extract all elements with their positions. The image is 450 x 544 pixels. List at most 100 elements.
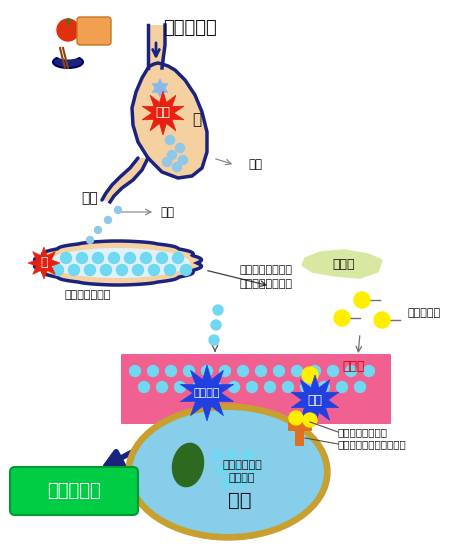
Circle shape [220, 366, 230, 376]
Ellipse shape [56, 51, 80, 59]
Polygon shape [302, 250, 382, 278]
Circle shape [60, 252, 72, 263]
Circle shape [247, 381, 257, 393]
Circle shape [374, 312, 390, 328]
Circle shape [166, 366, 176, 376]
Circle shape [117, 264, 127, 275]
Circle shape [162, 158, 171, 166]
FancyBboxPatch shape [288, 422, 312, 431]
Circle shape [334, 310, 350, 326]
Ellipse shape [46, 248, 190, 278]
Circle shape [94, 226, 102, 233]
Circle shape [292, 366, 302, 376]
Text: 正常血糖値: 正常血糖値 [47, 482, 101, 500]
Circle shape [148, 366, 158, 376]
Circle shape [256, 366, 266, 376]
Circle shape [354, 292, 370, 308]
Circle shape [243, 450, 253, 460]
Polygon shape [291, 375, 339, 425]
Text: ぶどう糖は血液中
に吸収されていく: ぶどう糖は血液中 に吸収されていく [240, 265, 293, 289]
Circle shape [176, 144, 184, 152]
Circle shape [209, 335, 219, 345]
Circle shape [172, 163, 181, 171]
Polygon shape [132, 63, 207, 178]
Text: 分解: 分解 [156, 107, 171, 120]
Circle shape [227, 450, 237, 460]
Circle shape [175, 381, 185, 393]
Text: 活性ぶどう糖: 活性ぶどう糖 [222, 460, 262, 470]
Text: 糖質: 糖質 [160, 206, 174, 219]
Circle shape [301, 381, 311, 393]
Polygon shape [35, 241, 202, 285]
Circle shape [132, 264, 144, 275]
Circle shape [184, 366, 194, 376]
Circle shape [108, 252, 120, 263]
Circle shape [193, 381, 203, 393]
Text: 結合: 結合 [307, 393, 323, 406]
Polygon shape [148, 25, 165, 68]
Circle shape [76, 252, 87, 263]
Circle shape [289, 411, 303, 425]
Circle shape [222, 478, 232, 488]
Circle shape [265, 381, 275, 393]
Ellipse shape [126, 404, 330, 540]
Circle shape [68, 264, 80, 275]
Circle shape [130, 366, 140, 376]
Text: 腸へ: 腸へ [81, 191, 99, 205]
Circle shape [283, 381, 293, 393]
Text: 元気なインスリン: 元気なインスリン [338, 427, 388, 437]
Text: 食事をする: 食事をする [163, 19, 217, 37]
Circle shape [139, 381, 149, 393]
Circle shape [211, 381, 221, 393]
Circle shape [85, 264, 95, 275]
Text: 腸: 腸 [40, 257, 48, 269]
FancyBboxPatch shape [10, 467, 138, 515]
Text: 細胞: 細胞 [228, 491, 252, 510]
Circle shape [355, 381, 365, 393]
Circle shape [93, 252, 104, 263]
Text: インスリン: インスリン [408, 308, 441, 318]
Polygon shape [142, 91, 184, 135]
Circle shape [328, 366, 338, 376]
Circle shape [247, 464, 257, 474]
Text: 糖質: 糖質 [248, 158, 262, 171]
Circle shape [157, 252, 167, 263]
Text: 元気なインスリン受容体: 元気なインスリン受容体 [338, 439, 407, 449]
Polygon shape [152, 79, 168, 97]
Circle shape [303, 413, 317, 427]
Polygon shape [180, 365, 234, 421]
Circle shape [337, 381, 347, 393]
Circle shape [179, 156, 188, 164]
Circle shape [217, 464, 227, 474]
Circle shape [148, 264, 159, 275]
Circle shape [104, 217, 112, 224]
FancyBboxPatch shape [295, 422, 304, 446]
FancyBboxPatch shape [77, 17, 111, 45]
Circle shape [232, 464, 242, 474]
Circle shape [114, 207, 122, 213]
Circle shape [274, 366, 284, 376]
Circle shape [237, 478, 247, 488]
Circle shape [302, 367, 318, 383]
Circle shape [310, 366, 320, 376]
Circle shape [364, 366, 374, 376]
Polygon shape [102, 158, 148, 202]
Text: 輸送担体: 輸送担体 [229, 473, 255, 483]
Circle shape [100, 264, 112, 275]
Circle shape [213, 305, 223, 315]
Circle shape [213, 450, 223, 460]
Ellipse shape [132, 410, 324, 534]
Ellipse shape [172, 443, 204, 487]
Circle shape [166, 135, 175, 145]
Circle shape [57, 19, 79, 41]
Circle shape [167, 151, 176, 159]
Circle shape [86, 237, 94, 244]
Circle shape [157, 381, 167, 393]
Circle shape [229, 381, 239, 393]
FancyBboxPatch shape [121, 354, 391, 424]
Circle shape [180, 264, 192, 275]
Text: 血液中: 血液中 [342, 361, 365, 374]
Text: 取り込む: 取り込む [194, 388, 220, 398]
Polygon shape [28, 247, 60, 279]
Circle shape [211, 320, 221, 330]
